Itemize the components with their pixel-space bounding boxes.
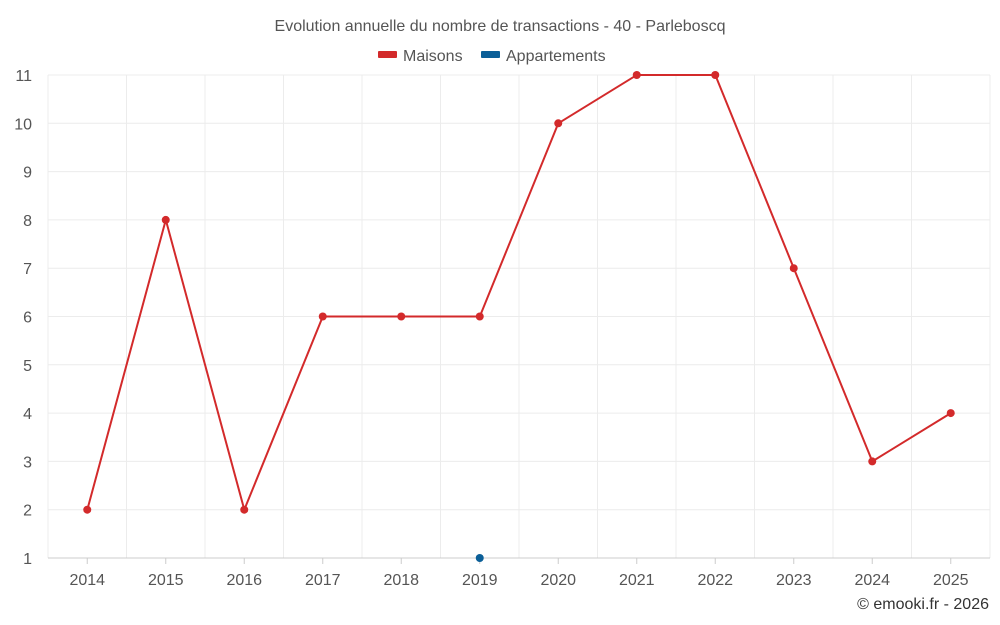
- y-tick-label: 7: [23, 261, 32, 278]
- legend: Maisons Appartements: [378, 48, 606, 65]
- x-tick-label: 2014: [69, 572, 105, 589]
- y-tick-label: 11: [15, 68, 32, 85]
- data-point-maisons-2021[interactable]: [632, 71, 641, 79]
- credit-text: © emooki.fr - 2026: [857, 596, 989, 613]
- data-point-maisons-2022[interactable]: [711, 71, 720, 79]
- x-tick-label: 2018: [383, 572, 419, 589]
- y-tick-label: 3: [23, 454, 32, 471]
- data-point-maisons-2014[interactable]: [83, 505, 92, 514]
- y-tick-label: 8: [23, 213, 32, 230]
- grid: [47, 74, 991, 558]
- x-tick-label: 2024: [854, 572, 890, 589]
- data-point-maisons-2018[interactable]: [397, 312, 406, 321]
- x-tick-label: 2016: [226, 572, 262, 589]
- y-tick-label: 6: [23, 310, 32, 327]
- y-tick-label: 1: [23, 551, 32, 568]
- data-point-maisons-2016[interactable]: [240, 505, 249, 514]
- data-point-maisons-2015[interactable]: [161, 215, 170, 224]
- legend-label-appartements: Appartements: [506, 48, 606, 65]
- legend-item-maisons[interactable]: Maisons: [378, 48, 463, 65]
- x-tick-label: 2019: [462, 572, 498, 589]
- data-point-appartements-2019[interactable]: [475, 554, 484, 562]
- x-tick-label: 2017: [305, 572, 341, 589]
- data-point-maisons-2019[interactable]: [475, 312, 484, 321]
- x-tick-label: 2025: [933, 572, 969, 589]
- y-tick-label: 2: [23, 503, 32, 520]
- data-point-maisons-2025[interactable]: [946, 409, 955, 418]
- data-point-maisons-2024[interactable]: [868, 457, 877, 466]
- series: [83, 71, 955, 562]
- legend-item-appartements[interactable]: Appartements: [481, 48, 606, 65]
- legend-swatch-appartements: [481, 51, 500, 58]
- x-tick-label: 2020: [540, 572, 576, 589]
- series-line-maisons: [86, 74, 952, 511]
- data-point-maisons-2023[interactable]: [789, 264, 798, 273]
- x-tick-label: 2023: [776, 572, 812, 589]
- y-tick-label: 5: [23, 358, 32, 375]
- y-tick-label: 4: [23, 406, 32, 423]
- chart-title: Evolution annuelle du nombre de transact…: [275, 18, 726, 35]
- legend-label-maisons: Maisons: [403, 48, 463, 65]
- axes: 1 2 3 4 5 6 7 8 9 10 11 2014 2015 2016 2017 2018 2019 202…: [14, 68, 990, 589]
- data-point-maisons-2017[interactable]: [318, 312, 327, 321]
- x-tick-label: 2021: [619, 572, 655, 589]
- data-point-maisons-2020[interactable]: [554, 119, 563, 128]
- x-tick-label: 2015: [148, 572, 184, 589]
- y-tick-label: 10: [14, 116, 32, 133]
- x-tick-label: 2022: [697, 572, 733, 589]
- y-tick-label: 9: [23, 165, 32, 182]
- legend-swatch-maisons: [378, 51, 397, 58]
